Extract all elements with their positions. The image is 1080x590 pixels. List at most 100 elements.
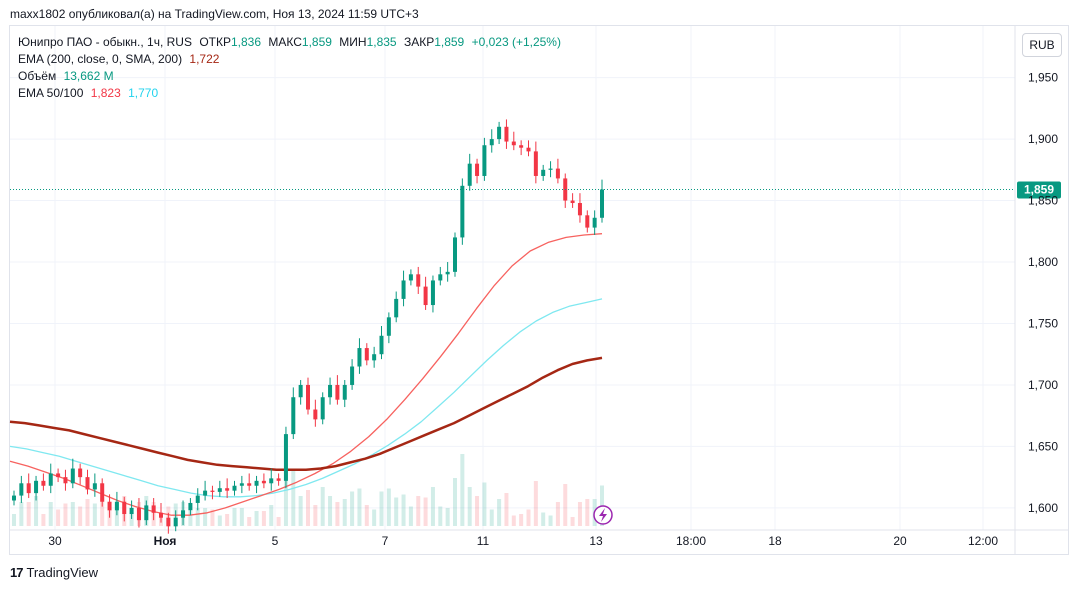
legend-low-label: МИН [339,35,367,49]
candle-body [489,139,494,146]
volume-bar [239,508,244,526]
candle-body [166,517,171,527]
candle-body [408,274,413,281]
candle-body [254,480,259,486]
candle-body [78,468,83,478]
candlesticks [12,119,604,534]
footer-brand[interactable]: 17 TradingView [10,565,98,580]
chart-legend: Юнипро ПАО - обыкн., 1ч, RUS ОТКР1,836 М… [18,34,561,102]
volume-bar [70,502,75,526]
candle-body [159,512,163,518]
candle-body [151,505,156,513]
x-tick-label: 18:00 [676,534,706,548]
volume-bar [445,508,450,526]
volume-bar [438,506,443,526]
volume-bar [497,499,502,526]
legend-low: 1,835 [366,35,397,49]
legend-high-label: МАКС [268,35,302,49]
volume-bar [276,517,281,526]
legend-change: +0,023 (+1,25%) [471,35,561,49]
candle-body [306,384,310,410]
candle-body [364,348,369,361]
volume-bar [585,499,590,526]
candle-body [430,280,435,306]
volume-bar [504,493,509,526]
x-tick-label: 11 [477,534,490,548]
ema-lines [9,233,603,516]
y-tick-label: 1,900 [1028,132,1058,146]
volume-bar [526,509,531,526]
candle-body [298,384,303,398]
x-tick-label: 18 [768,534,782,548]
candle-body [26,483,31,494]
x-tick-label: 7 [382,534,389,548]
candle-body [548,168,553,170]
lightning-bolt [599,508,607,522]
candle-body [460,185,465,238]
candle-body [291,397,296,435]
y-tick-label: 1,650 [1028,439,1058,453]
volume-bar [291,469,296,526]
candle-body [181,510,186,518]
volume-bar [225,514,230,526]
volume-bar [203,508,208,526]
volume-bar [335,502,340,526]
volume-bar [541,512,546,526]
candle-body [283,434,288,481]
volume-bar [320,487,325,526]
candle-body [232,485,237,491]
volume-bar [416,496,421,526]
volume-bar [577,502,582,526]
volume-bar [401,494,406,526]
legend-symbol-row: Юнипро ПАО - обыкн., 1ч, RUS ОТКР1,836 М… [18,34,561,51]
candle-body [19,483,24,496]
candle-body [467,163,472,186]
volume-bar [63,503,68,526]
time-axis: 30 Ноя 5 7 11 13 18:00 18 20 12:00 [48,534,998,548]
volume-bar [100,497,105,526]
candle-body [100,483,105,502]
candle-body [144,505,149,521]
legend-ema200-row: EMA (200, close, 0, SMA, 200) 1,722 [18,51,561,68]
candle-body [438,274,443,281]
candle-body [401,280,406,299]
legend-ema50-value: 1,823 [90,86,121,100]
candle-body [225,488,230,491]
candle-body [372,354,377,361]
volume-bar [283,460,288,526]
candle-body [136,507,141,521]
volume-bar [232,508,237,526]
volume-bar [460,454,465,526]
candle-body [335,384,340,400]
volume-bar [570,517,575,526]
legend-volume-value: 13,662 M [63,69,114,83]
currency-button[interactable]: RUB [1022,33,1062,57]
volume-bar [78,506,83,526]
y-tick-label: 1,800 [1028,255,1058,269]
volume-bar [475,496,480,526]
legend-ema200-label: EMA (200, close, 0, SMA, 200) [18,52,183,66]
volume-bar [254,511,259,526]
legend-ema50-100-label: EMA 50/100 [18,86,84,100]
candle-body [239,483,244,486]
volume-bar [482,482,487,526]
candle-body [63,477,68,484]
chart-grid [10,26,1068,555]
legend-close: 1,859 [434,35,465,49]
candle-body [56,473,61,478]
candle-body [261,480,266,484]
volume-bar [19,502,24,526]
candle-body [482,145,487,176]
legend-close-label: ЗАКР [403,35,435,49]
volume-bar [357,488,362,526]
volume-bar [261,511,266,526]
volume-bar [210,509,215,526]
candle-body [276,478,281,481]
volume-bar [247,517,252,526]
x-tick-label: 13 [589,534,603,548]
volume-bar [430,487,435,526]
volume-bar [12,514,16,526]
volume-bar [519,514,524,526]
volume-bar [188,511,193,526]
